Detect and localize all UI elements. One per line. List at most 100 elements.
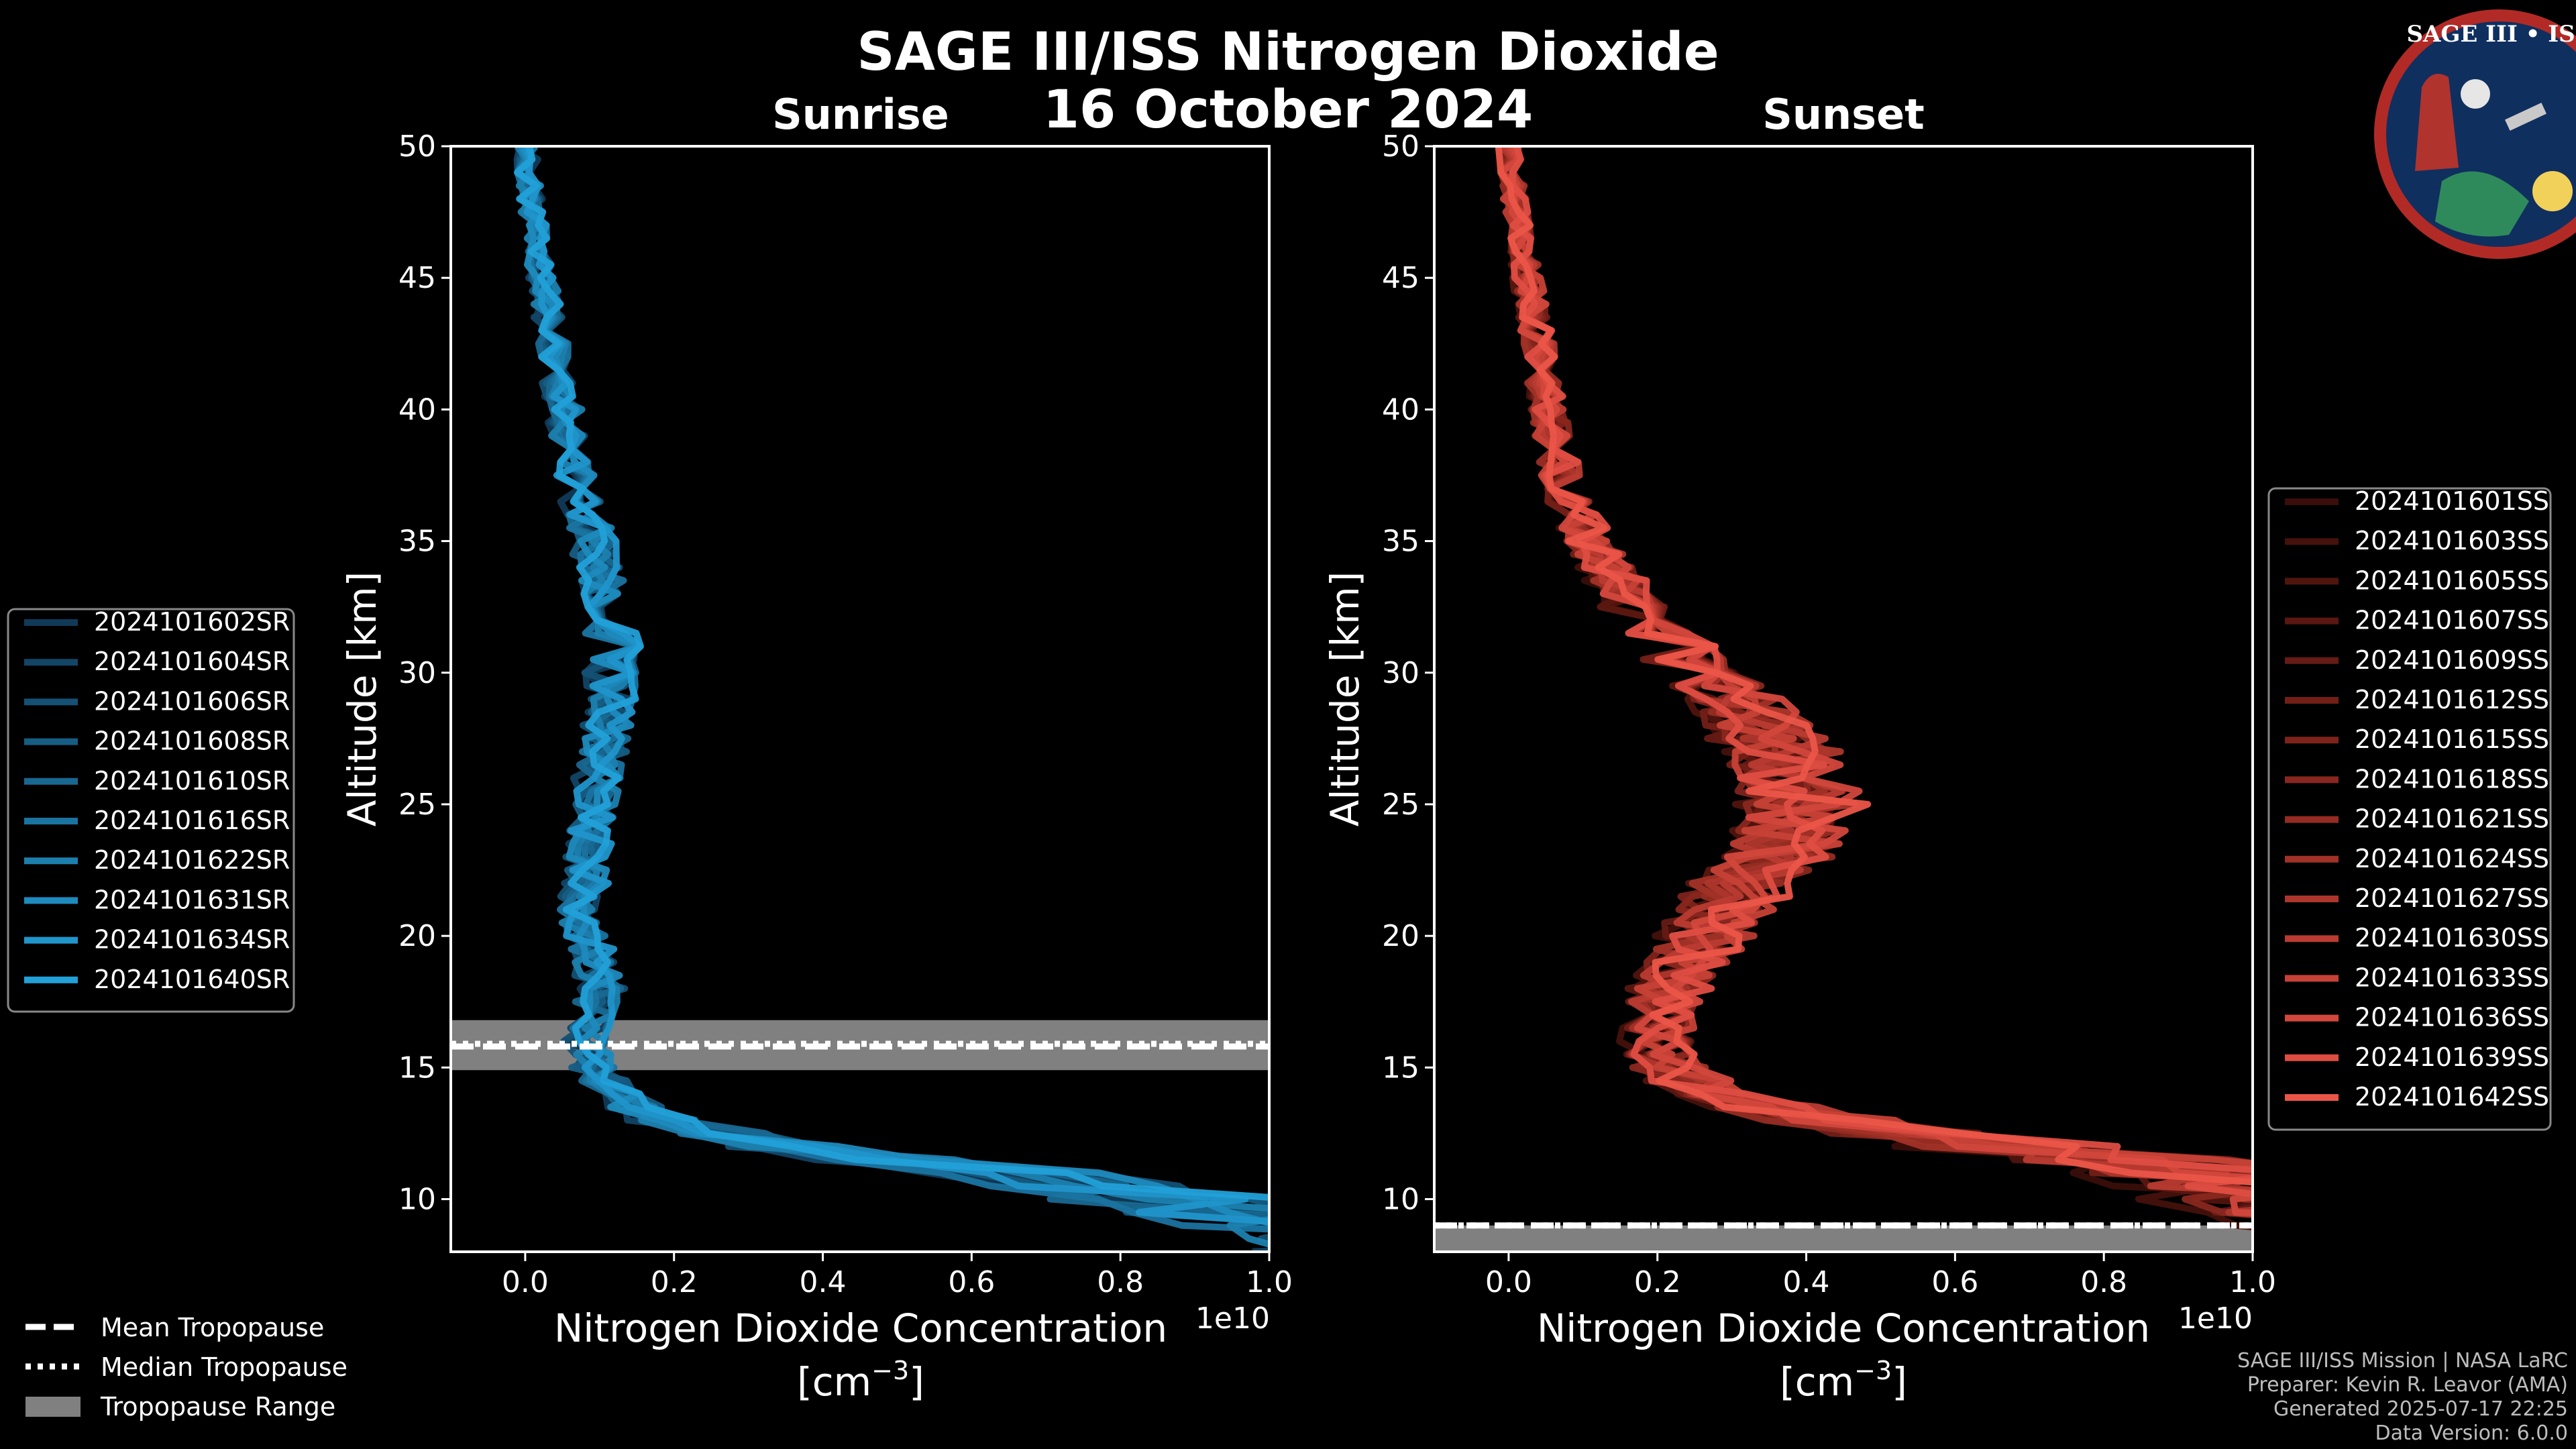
sunrise-panel-title: Sunrise [772, 90, 949, 139]
tropopause-range-label: Tropopause Range [100, 1392, 335, 1421]
sunset-x-unit-open: [cm [1780, 1359, 1854, 1405]
credit-line-4: Data Version: 6.0.0 [2375, 1421, 2568, 1445]
sunset-y-tick-label: 10 [1382, 1183, 1419, 1217]
sunset-panel: 0.0 0.2 0.4 0.6 0.8 1.0 10 15 20 25 30 35 40 45 50 1e… [1322, 129, 2276, 1405]
sunset-panel-title: Sunset [1762, 90, 1925, 139]
credit-line-2: Preparer: Kevin R. Leavor (AMA) [2247, 1373, 2568, 1397]
sunrise-x-tick-label: 1.0 [1246, 1265, 1293, 1299]
sunrise-x-scale-label: 1e10 [1195, 1301, 1270, 1336]
logo-station-icon [2505, 103, 2546, 131]
sunrise-legend-label: 2024101616SR [94, 806, 290, 835]
credits-block: SAGE III/ISS Mission | NASA LaRC Prepare… [2237, 1349, 2568, 1445]
figure-title: SAGE III/ISS Nitrogen Dioxide [857, 22, 1719, 83]
figure-date: 16 October 2024 [1043, 80, 1534, 140]
sunrise-x-axis-unit: [cm−3] [797, 1356, 924, 1405]
sunset-legend-label: 2024101605SS [2355, 566, 2549, 595]
median-tropopause-label: Median Tropopause [101, 1352, 347, 1382]
sunrise-panel: 0.0 0.2 0.4 0.6 0.8 1.0 10 15 20 25 30 35 40 45 50 1e… [339, 129, 1293, 1405]
sunset-x-unit-close: ] [1892, 1359, 1907, 1405]
sunset-legend-label: 2024101601SS [2355, 486, 2549, 516]
sunrise-x-unit-open: [cm [797, 1359, 871, 1405]
sunrise-legend-entries: 2024101602SR 2024101604SR 2024101606SR 2024… [24, 607, 290, 994]
sunset-legend-label: 2024101612SS [2355, 685, 2549, 714]
sunrise-legend-label: 2024101606SR [94, 686, 290, 716]
sunrise-x-tick-label: 0.4 [800, 1265, 847, 1299]
sunrise-y-tick-label: 10 [398, 1183, 436, 1217]
sunset-legend-label: 2024101624SS [2355, 844, 2549, 873]
sunrise-profile-2024101610SR [519, 146, 1269, 1219]
sunset-y-tick-label: 50 [1382, 129, 1419, 164]
sunset-x-tick-label: 0.2 [1634, 1265, 1681, 1299]
sunset-y-axis-label: Altitude [km] [1322, 572, 1368, 826]
sunrise-legend-label: 2024101604SR [94, 647, 290, 676]
logo-figure-icon [2415, 74, 2459, 171]
sunset-x-ticks: 0.0 0.2 0.4 0.6 0.8 1.0 [1485, 1252, 2276, 1299]
sunrise-y-tick-label: 45 [398, 261, 436, 295]
sunrise-profile-2024101631SR [514, 146, 1269, 1227]
sunrise-profile-2024101606SR [515, 146, 1269, 1243]
sunrise-x-axis-label: Nitrogen Dioxide Concentration [554, 1305, 1167, 1351]
sunrise-y-axis-label: Altitude [km] [339, 572, 385, 826]
sunset-legend-label: 2024101609SS [2355, 645, 2549, 675]
sunset-legend-label: 2024101642SS [2355, 1082, 2549, 1112]
sunset-x-tick-label: 0.4 [1783, 1265, 1830, 1299]
sunrise-legend-label: 2024101631SR [94, 885, 290, 914]
sunrise-legend: 2024101602SR 2024101604SR 2024101606SR 2024… [7, 607, 295, 1013]
mean-tropopause-label: Mean Tropopause [101, 1313, 324, 1342]
sunset-y-ticks: 10 15 20 25 30 35 40 45 50 [1382, 129, 1434, 1217]
sunset-legend-label: 2024101630SS [2355, 923, 2549, 953]
sunset-x-axis-unit: [cm−3] [1780, 1356, 1907, 1405]
sunset-y-tick-label: 35 [1382, 525, 1419, 559]
credit-line-1: SAGE III/ISS Mission | NASA LaRC [2237, 1349, 2568, 1373]
sunset-profile-lines [1495, 146, 2253, 1231]
sunset-legend-label: 2024101636SS [2355, 1003, 2549, 1032]
sunset-x-tick-label: 0.6 [1931, 1265, 1978, 1299]
sunrise-legend-label: 2024101608SR [94, 727, 290, 756]
tropopause-range-swatch [25, 1397, 80, 1417]
sunrise-profile-2024101602SR [514, 146, 1269, 1232]
sunset-legend-entries: 2024101601SS 2024101603SS 2024101605SS 2024… [2285, 486, 2549, 1112]
sunset-y-tick-label: 40 [1382, 392, 1419, 427]
sunrise-y-tick-label: 20 [398, 919, 436, 953]
sunrise-profile-lines [513, 146, 1269, 1252]
sunset-tropopause-range-band [1434, 1225, 2253, 1252]
logo-sun-icon [2532, 171, 2573, 211]
sunrise-x-tick-label: 0.6 [948, 1265, 995, 1299]
sunrise-legend-label: 2024101602SR [94, 607, 290, 637]
sunset-profile-2024101609SS [1496, 146, 2253, 1219]
sunrise-legend-label: 2024101634SR [94, 925, 290, 955]
sunrise-profile-2024101640SR [514, 146, 1269, 1201]
sunrise-x-ticks: 0.0 0.2 0.4 0.6 0.8 1.0 [502, 1252, 1293, 1299]
sunset-legend-label: 2024101639SS [2355, 1042, 2549, 1072]
sunrise-y-tick-label: 30 [398, 656, 436, 690]
sunrise-y-tick-label: 35 [398, 525, 436, 559]
sage-iii-iss-logo: SAGE III • ISS [2374, 9, 2576, 259]
sunrise-x-unit-exponent: −3 [871, 1356, 909, 1385]
sunset-y-tick-label: 45 [1382, 261, 1419, 295]
sunset-x-unit-exponent: −3 [1854, 1356, 1892, 1385]
sunset-x-tick-label: 0.8 [2080, 1265, 2127, 1299]
logo-text: SAGE III • ISS [2406, 21, 2576, 48]
sunrise-y-ticks: 10 15 20 25 30 35 40 45 50 [398, 129, 451, 1217]
sunset-x-scale-label: 1e10 [2178, 1301, 2253, 1336]
sunset-y-tick-label: 25 [1382, 788, 1419, 822]
sunset-x-tick-label: 0.0 [1485, 1265, 1532, 1299]
sunrise-x-tick-label: 0.8 [1097, 1265, 1144, 1299]
sunrise-legend-label: 2024101622SR [94, 845, 290, 875]
sunrise-x-tick-label: 0.0 [502, 1265, 549, 1299]
sunrise-x-unit-close: ] [909, 1359, 924, 1405]
sunrise-y-tick-label: 15 [398, 1051, 436, 1085]
logo-earth-icon [2435, 171, 2529, 237]
sunrise-y-tick-label: 50 [398, 129, 436, 164]
sunset-legend: 2024101601SS 2024101603SS 2024101605SS 2024… [2267, 486, 2552, 1131]
sunset-x-axis-label: Nitrogen Dioxide Concentration [1537, 1305, 2150, 1351]
sunset-legend-label: 2024101615SS [2355, 724, 2549, 754]
logo-moon-icon [2461, 79, 2490, 109]
sunset-legend-frame [2267, 487, 2552, 1131]
sunset-axes-frame [1433, 145, 2254, 1253]
sunrise-legend-label: 2024101640SR [94, 965, 290, 994]
credit-line-3: Generated 2025-07-17 22:25 [2273, 1397, 2568, 1421]
sunrise-y-tick-label: 40 [398, 392, 436, 427]
sunset-legend-label: 2024101627SS [2355, 883, 2549, 913]
